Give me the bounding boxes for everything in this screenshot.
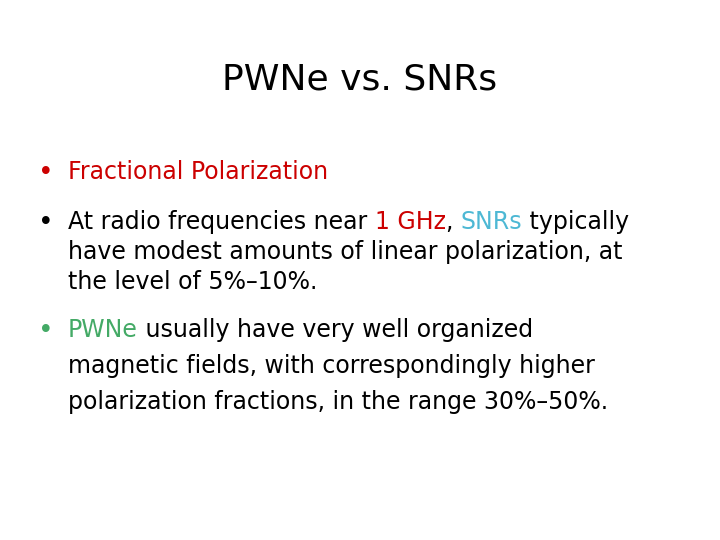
Text: typically: typically (522, 210, 629, 234)
Text: SNRs: SNRs (461, 210, 522, 234)
Text: have modest amounts of linear polarization, at: have modest amounts of linear polarizati… (68, 240, 623, 264)
Text: PWNe: PWNe (68, 318, 138, 342)
Text: At radio frequencies near: At radio frequencies near (68, 210, 374, 234)
Text: usually have very well organized: usually have very well organized (138, 318, 533, 342)
Text: Fractional Polarization: Fractional Polarization (68, 160, 328, 184)
Text: 1 GHz: 1 GHz (374, 210, 446, 234)
Text: ,: , (446, 210, 461, 234)
Text: polarization fractions, in the range 30%–50%.: polarization fractions, in the range 30%… (68, 390, 608, 414)
Text: the level of 5%–10%.: the level of 5%–10%. (68, 270, 318, 294)
Text: PWNe vs. SNRs: PWNe vs. SNRs (222, 62, 498, 96)
Text: •: • (38, 318, 53, 344)
Text: magnetic fields, with correspondingly higher: magnetic fields, with correspondingly hi… (68, 354, 595, 378)
Text: •: • (38, 210, 53, 236)
Text: •: • (38, 160, 53, 186)
